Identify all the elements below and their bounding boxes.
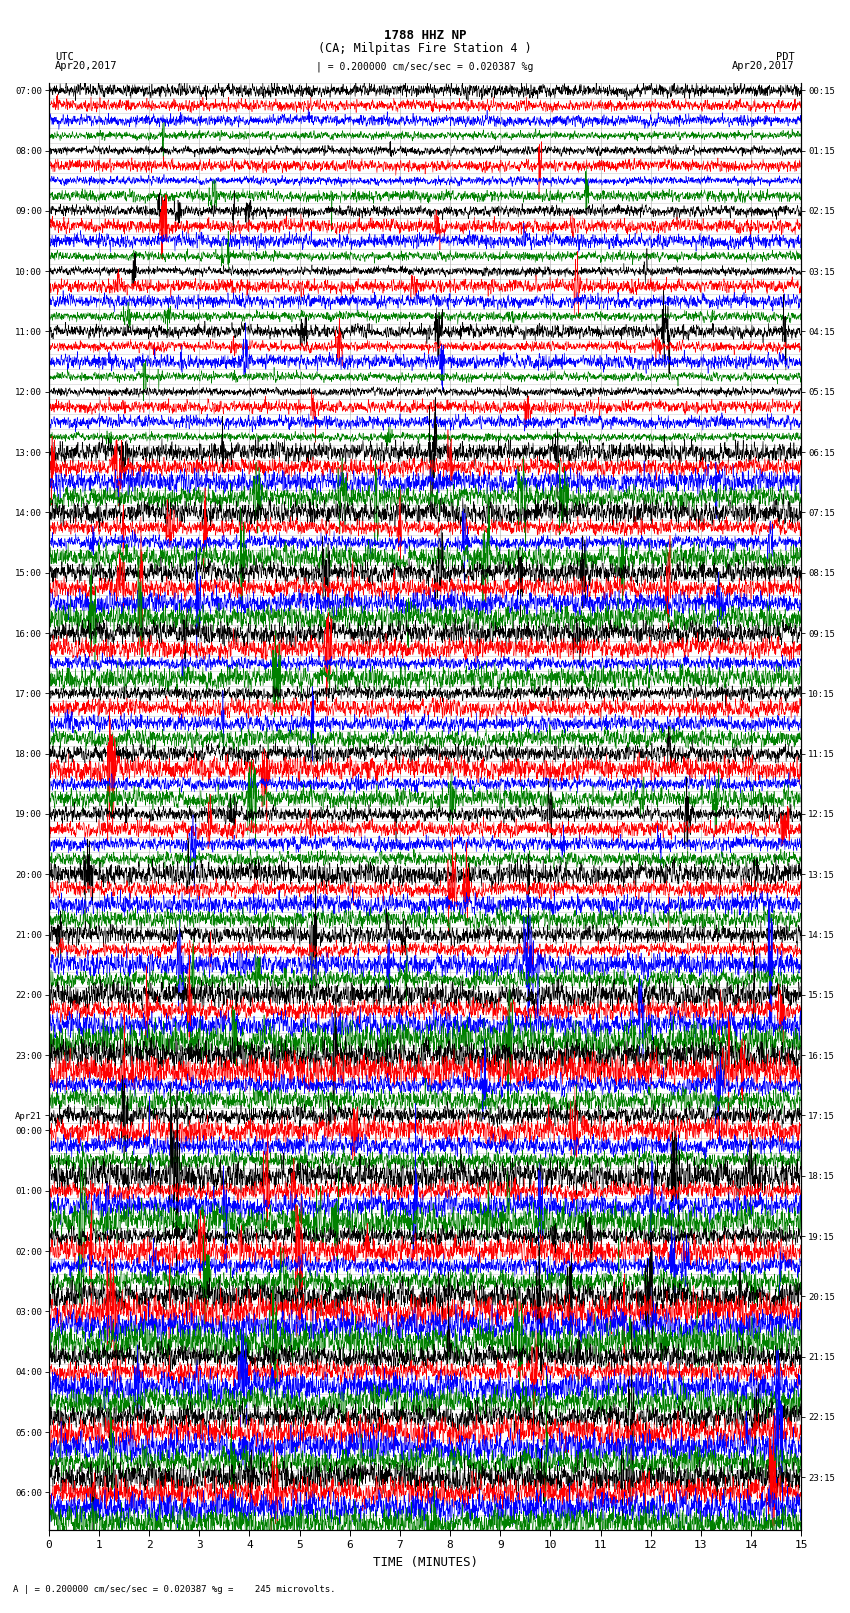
Text: PDT: PDT bbox=[776, 52, 795, 61]
Text: | = 0.200000 cm/sec/sec = 0.020387 %g: | = 0.200000 cm/sec/sec = 0.020387 %g bbox=[316, 61, 534, 73]
Text: A | = 0.200000 cm/sec/sec = 0.020387 %g =    245 microvolts.: A | = 0.200000 cm/sec/sec = 0.020387 %g … bbox=[13, 1584, 335, 1594]
Text: UTC: UTC bbox=[55, 52, 74, 61]
Text: Apr20,2017: Apr20,2017 bbox=[55, 61, 118, 71]
Text: Apr20,2017: Apr20,2017 bbox=[732, 61, 795, 71]
X-axis label: TIME (MINUTES): TIME (MINUTES) bbox=[372, 1557, 478, 1569]
Text: (CA; Milpitas Fire Station 4 ): (CA; Milpitas Fire Station 4 ) bbox=[318, 42, 532, 55]
Text: 1788 HHZ NP: 1788 HHZ NP bbox=[383, 29, 467, 42]
